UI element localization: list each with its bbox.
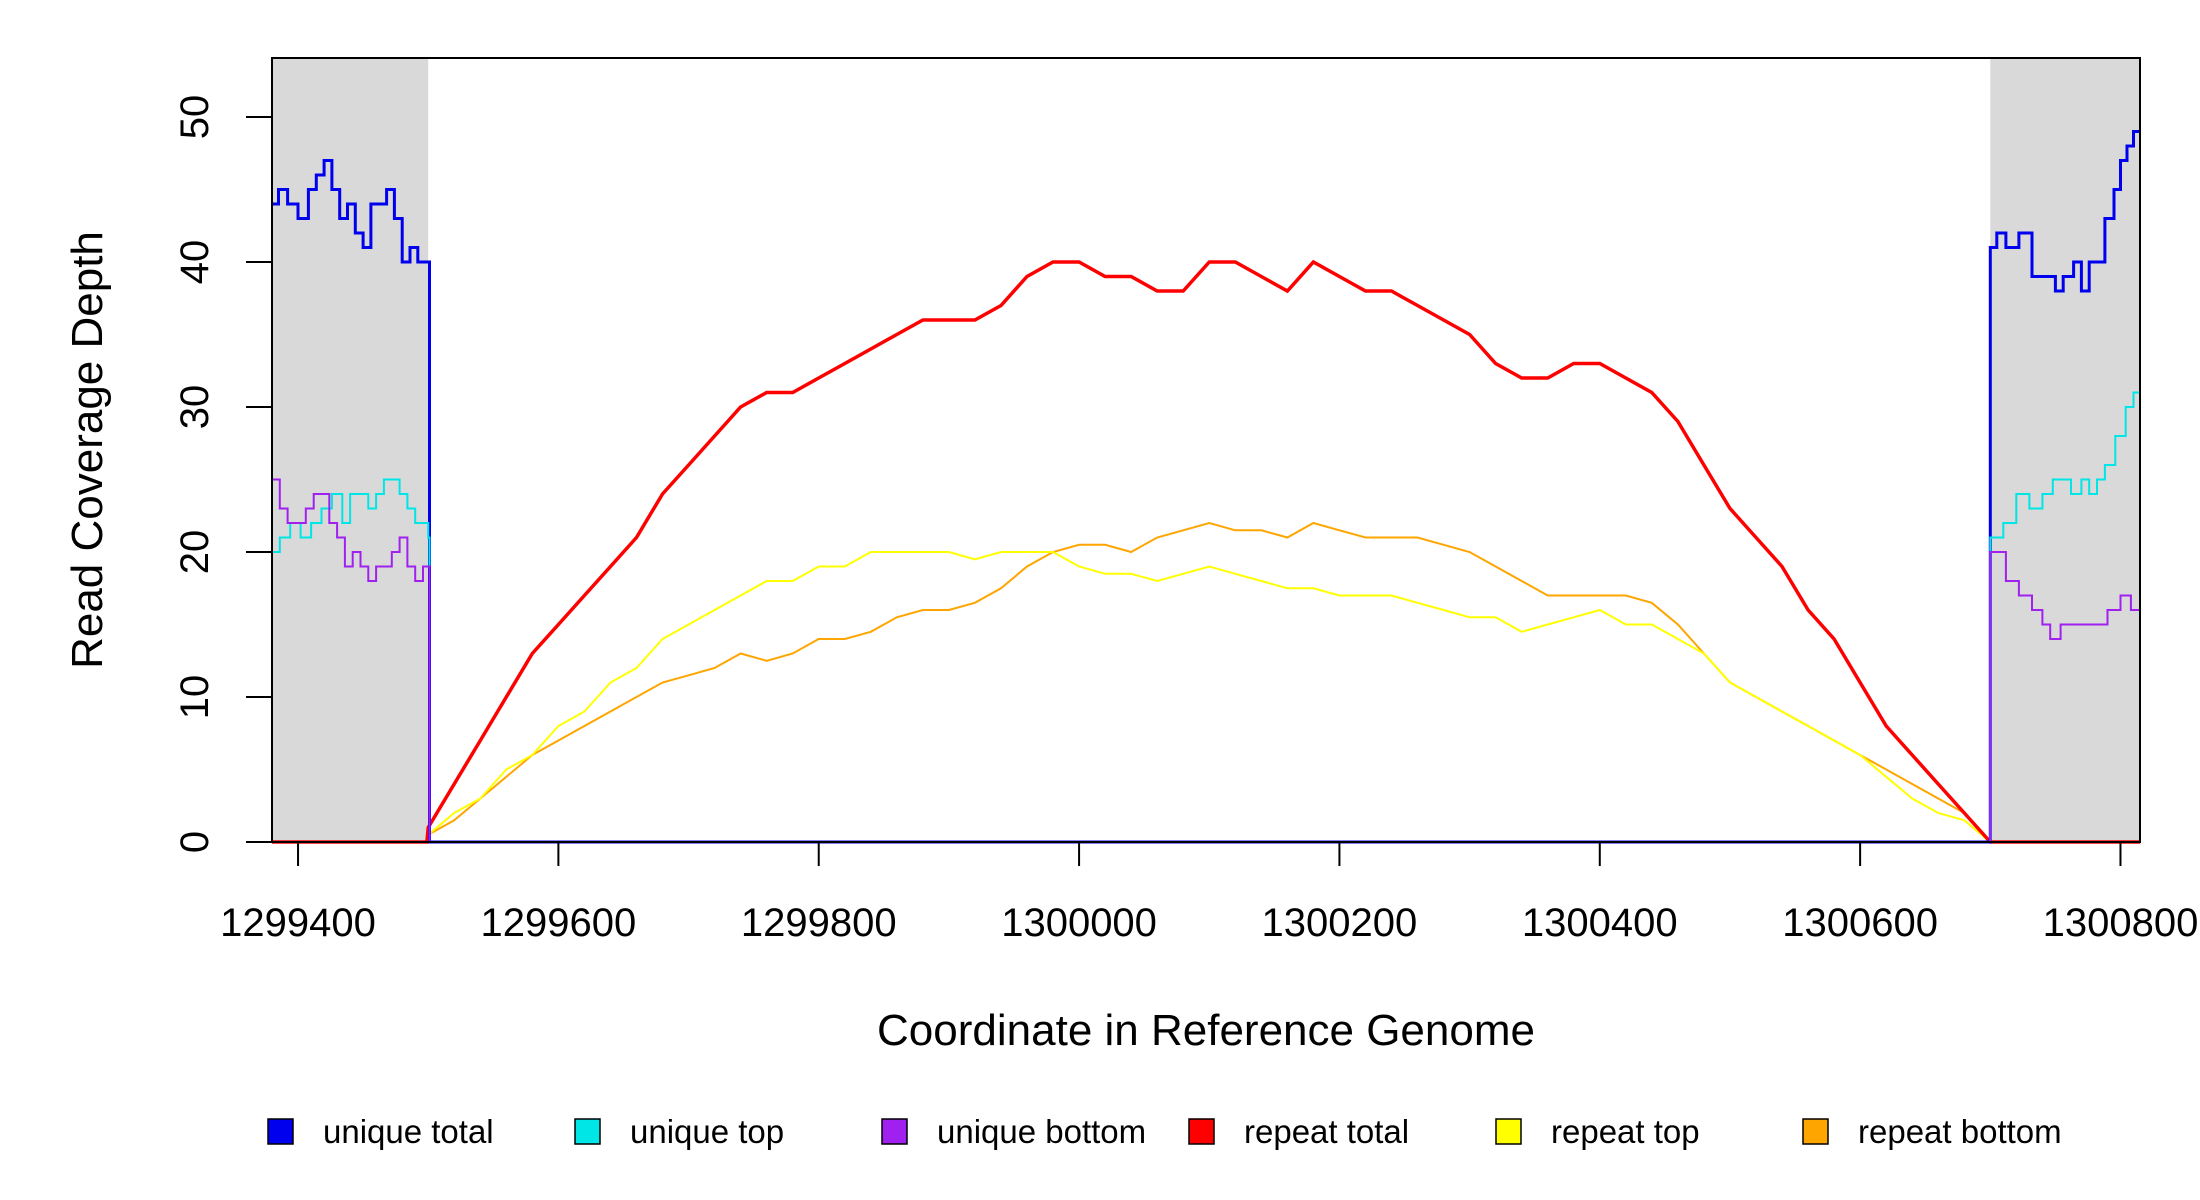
- y-axis: 0 10 20 30 40 50: [173, 95, 273, 853]
- legend-label-repeat-total: repeat total: [1244, 1113, 1409, 1150]
- x-tick-label: 1299400: [220, 901, 376, 945]
- legend-label-repeat-top: repeat top: [1551, 1113, 1700, 1150]
- x-tick-label: 1300200: [1262, 901, 1418, 945]
- shaded-regions: [272, 58, 2140, 842]
- y-tick-label: 0: [173, 831, 217, 853]
- series-line-repeat-total: [272, 259, 2140, 844]
- x-axis-title: Coordinate in Reference Genome: [877, 1006, 1535, 1055]
- legend-label-unique-bottom: unique bottom: [937, 1113, 1146, 1150]
- x-tick-label: 1299600: [481, 901, 637, 945]
- legend-swatch-unique-top: [574, 1118, 601, 1145]
- x-axis: 1299400 1299600 1299800 1300000 1300200 13004…: [220, 841, 2199, 945]
- x-tick-label: 1300600: [1782, 901, 1938, 945]
- shaded-region-1: [272, 58, 429, 842]
- legend-label-unique-total: unique total: [323, 1113, 494, 1150]
- x-tick-label: 1300400: [1522, 901, 1678, 945]
- y-tick-label: 10: [173, 675, 217, 720]
- legend-swatch-repeat-top: [1495, 1118, 1522, 1145]
- y-axis-title: Read Coverage Depth: [63, 231, 112, 669]
- x-tick-label: 1300800: [2043, 901, 2199, 945]
- legend-swatch-unique-total: [267, 1118, 294, 1145]
- legend-swatch-repeat-total: [1188, 1118, 1215, 1145]
- series-line-unique-bottom: [272, 478, 2141, 843]
- legend-label-repeat-bottom: repeat bottom: [1858, 1113, 2062, 1150]
- shaded-region-2: [1990, 58, 2140, 842]
- plot-frame: [271, 57, 2141, 843]
- y-tick-label: 40: [173, 240, 217, 285]
- legend-label-unique-top: unique top: [630, 1113, 784, 1150]
- legend: unique total unique top unique bottom repea…: [267, 1113, 2062, 1150]
- series-lines: [272, 130, 2141, 844]
- x-tick-label: 1299800: [741, 901, 897, 945]
- y-tick-label: 20: [173, 530, 217, 575]
- legend-swatch-unique-bottom: [881, 1118, 908, 1145]
- series-line-unique-total: [272, 130, 2140, 844]
- y-tick-label: 30: [173, 385, 217, 430]
- legend-swatch-repeat-bottom: [1802, 1118, 1829, 1145]
- series-line-unique-top: [272, 378, 2141, 843]
- y-tick-label: 50: [173, 95, 217, 140]
- series-line-repeat-top: [272, 551, 2140, 843]
- x-tick-label: 1300000: [1001, 901, 1157, 945]
